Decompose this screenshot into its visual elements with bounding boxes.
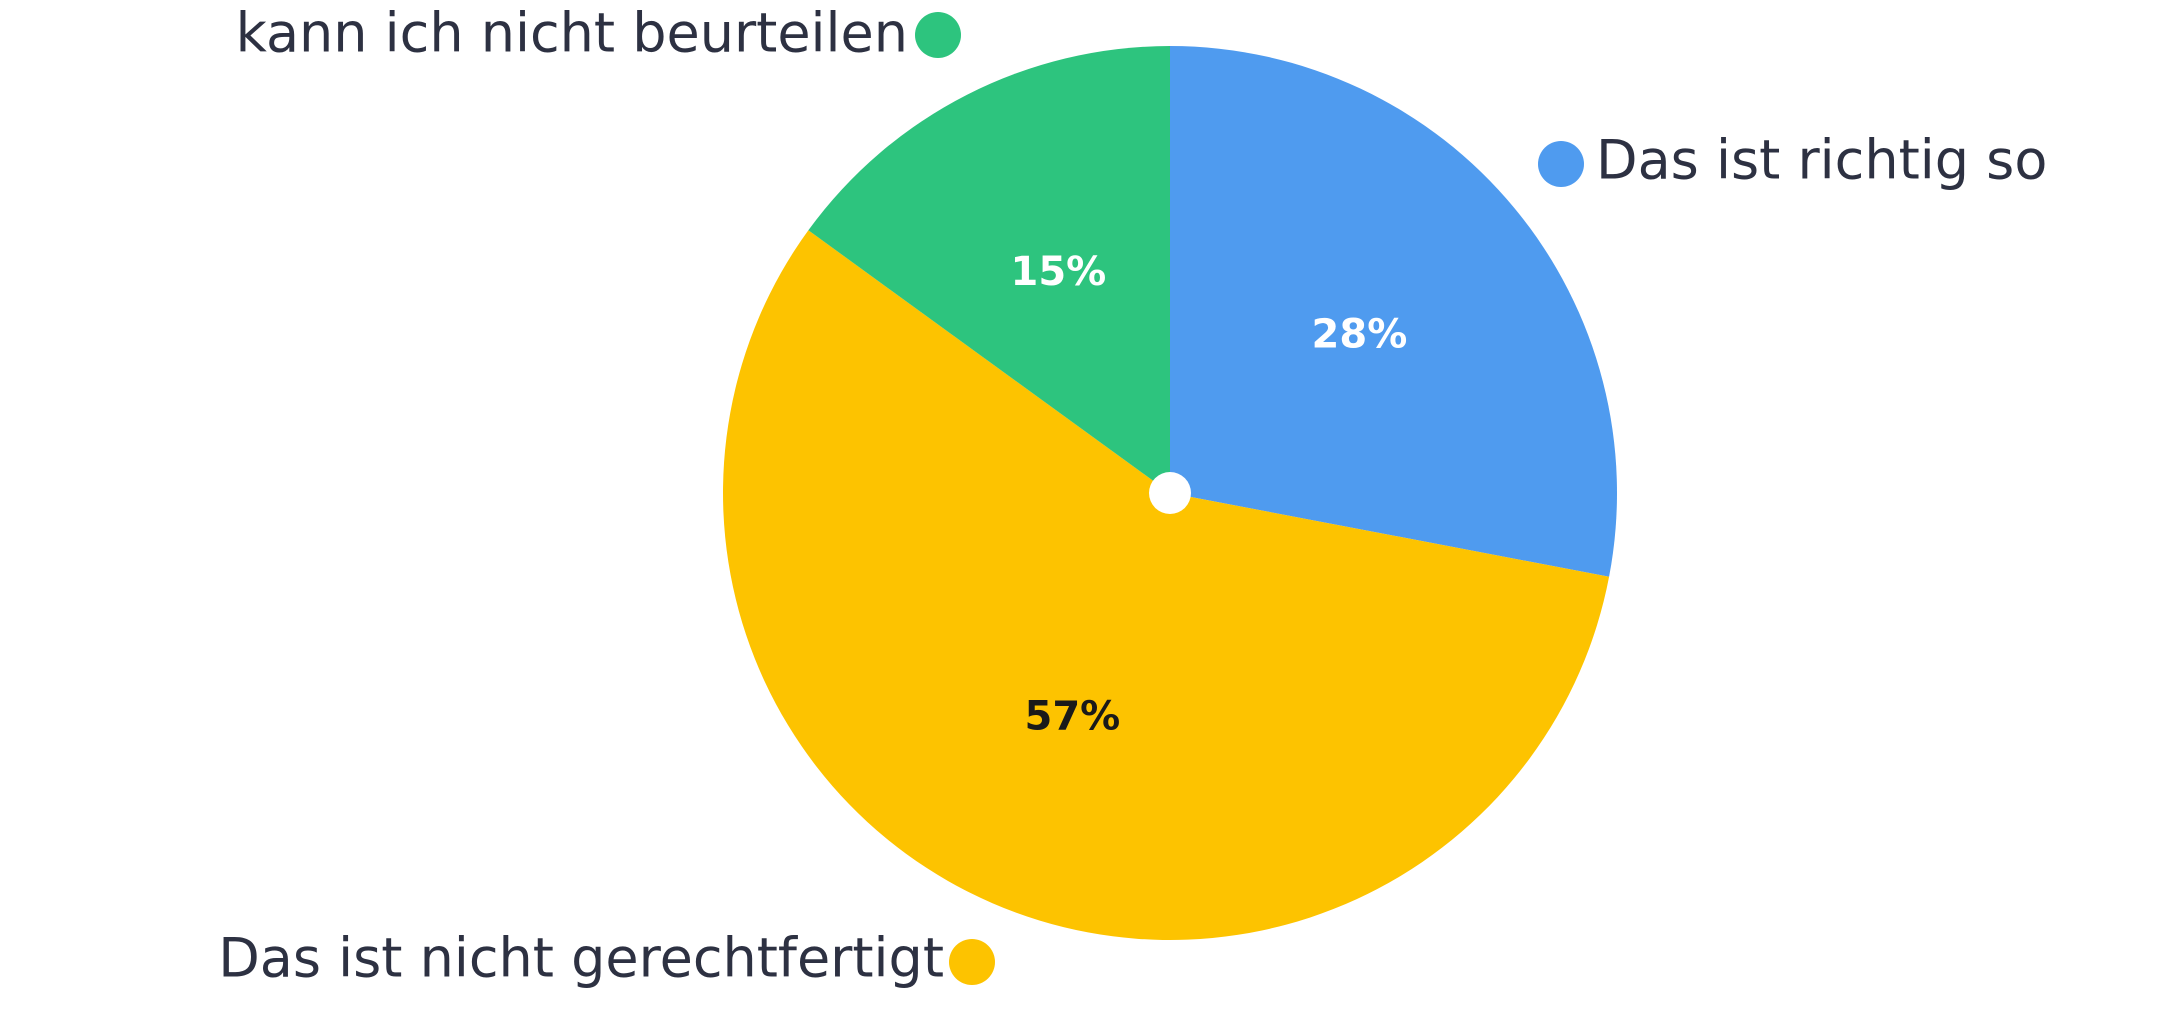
legend-label: kann ich nicht beurteilen: [236, 2, 908, 65]
pie-slice: [1170, 46, 1617, 577]
center-dot: [1149, 472, 1191, 514]
value-label: 57%: [1024, 694, 1120, 740]
pie-slice: [723, 230, 1610, 940]
value-label: 28%: [1312, 311, 1408, 357]
legend-dot: [1538, 141, 1584, 187]
legend-dot: [949, 939, 995, 985]
legend-label: Das ist richtig so: [1596, 129, 2047, 192]
legend-label: Das ist nicht gerechtfertigt: [218, 927, 944, 990]
value-label: 15%: [1011, 249, 1107, 295]
legend-dot: [915, 12, 961, 58]
pie-slice: [808, 45, 1170, 493]
